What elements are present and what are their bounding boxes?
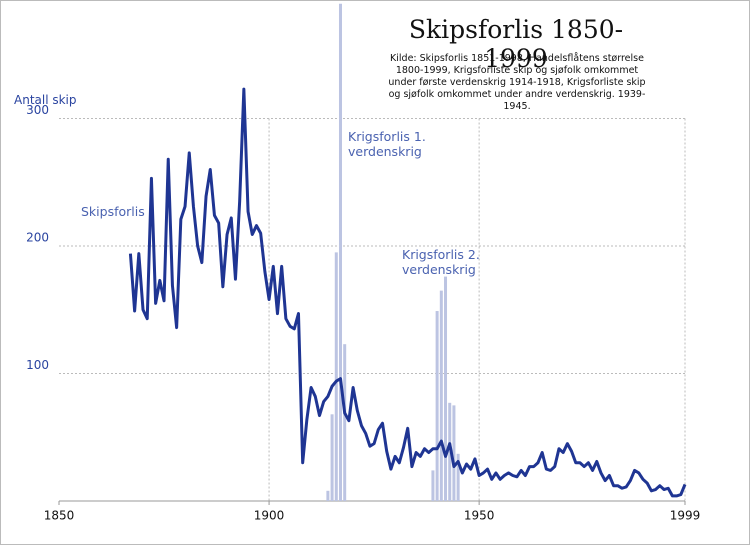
x-tick-label: 1950 bbox=[464, 509, 495, 523]
bar bbox=[431, 470, 435, 501]
bar bbox=[452, 405, 456, 501]
x-tick-label: 1900 bbox=[254, 509, 285, 523]
bar bbox=[330, 414, 334, 501]
x-tick-label: 1850 bbox=[44, 509, 75, 523]
bar bbox=[456, 453, 460, 501]
y-tick-label: 200 bbox=[26, 231, 49, 245]
bar bbox=[326, 490, 330, 501]
y-tick-label: 300 bbox=[26, 103, 49, 117]
bar bbox=[435, 311, 439, 501]
x-tick-label: 1999 bbox=[670, 509, 701, 523]
series-label: Skipsforlis bbox=[81, 204, 145, 219]
y-tick-label: 100 bbox=[26, 358, 49, 372]
chart-subtitle: Kilde: Skipsforlis 1851-1998, Handelsflå… bbox=[388, 53, 646, 112]
y-axis-label: Antall skip bbox=[14, 93, 77, 107]
bar bbox=[343, 344, 347, 501]
series-label: Krigsforlis 2. verdenskrig bbox=[402, 247, 480, 277]
bar bbox=[439, 290, 443, 501]
bar bbox=[334, 252, 338, 501]
line bbox=[128, 87, 687, 498]
bar bbox=[444, 276, 448, 501]
series-label: Krigsforlis 1. verdenskrig bbox=[348, 129, 426, 159]
bar bbox=[338, 3, 342, 501]
chart-title: Skipsforlis 1850-1999 bbox=[408, 15, 624, 73]
